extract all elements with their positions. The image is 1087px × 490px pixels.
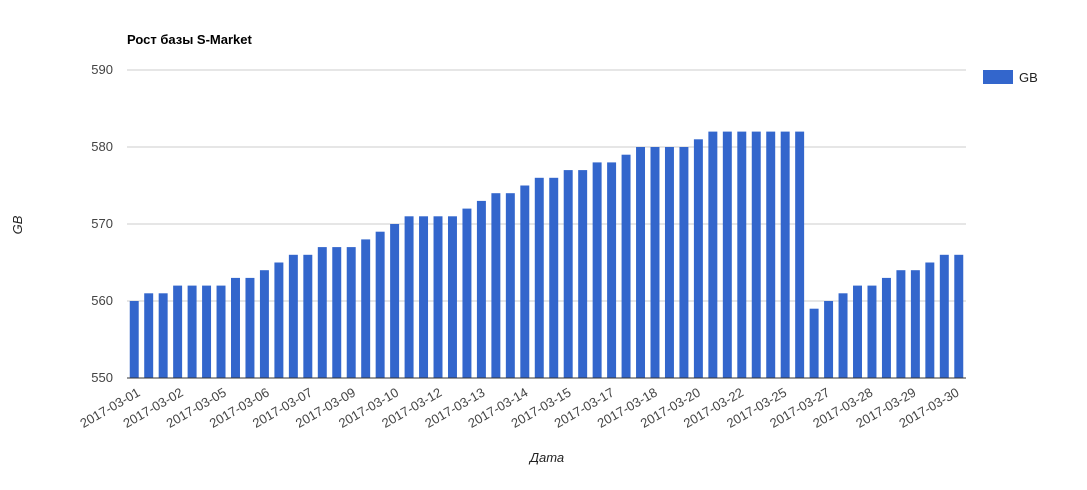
gridlines bbox=[127, 69, 966, 302]
bar[interactable] bbox=[231, 277, 240, 378]
legend[interactable]: GB bbox=[983, 70, 1038, 85]
bar[interactable] bbox=[766, 131, 776, 378]
bar[interactable] bbox=[303, 254, 313, 378]
bar[interactable] bbox=[910, 270, 920, 378]
bar[interactable] bbox=[491, 193, 501, 378]
chart-title: Рост базы S-Market bbox=[127, 32, 252, 47]
bar[interactable] bbox=[187, 285, 197, 378]
bar[interactable] bbox=[173, 285, 183, 378]
bar[interactable] bbox=[505, 193, 515, 378]
bars bbox=[129, 131, 964, 379]
bar[interactable] bbox=[462, 208, 472, 378]
bar[interactable] bbox=[216, 285, 226, 378]
bar[interactable] bbox=[375, 231, 385, 378]
y-axis-ticks: 550 560 570 580 590 bbox=[91, 62, 113, 385]
bar[interactable] bbox=[520, 185, 530, 379]
bar[interactable] bbox=[664, 147, 674, 378]
bar[interactable] bbox=[332, 247, 342, 378]
bar[interactable] bbox=[404, 216, 414, 378]
y-tick-label: 570 bbox=[91, 216, 113, 231]
bar[interactable] bbox=[534, 177, 544, 378]
bar[interactable] bbox=[158, 293, 168, 378]
bar[interactable] bbox=[346, 247, 356, 378]
bar[interactable] bbox=[592, 162, 602, 378]
bar[interactable] bbox=[853, 285, 862, 378]
bar[interactable] bbox=[390, 224, 400, 378]
bar[interactable] bbox=[838, 293, 848, 378]
bar[interactable] bbox=[361, 239, 371, 378]
bar[interactable] bbox=[650, 147, 660, 378]
bar[interactable] bbox=[693, 139, 703, 378]
y-tick-label: 590 bbox=[91, 62, 113, 77]
y-tick-label: 560 bbox=[91, 293, 113, 308]
bar[interactable] bbox=[144, 293, 154, 378]
bar[interactable] bbox=[751, 131, 761, 378]
bar[interactable] bbox=[867, 285, 877, 378]
bar[interactable] bbox=[824, 301, 834, 378]
bar[interactable] bbox=[245, 277, 255, 378]
legend-label: GB bbox=[1019, 70, 1038, 85]
bar[interactable] bbox=[780, 131, 790, 378]
bar[interactable] bbox=[259, 270, 269, 378]
bar[interactable] bbox=[795, 131, 805, 378]
bar[interactable] bbox=[722, 131, 732, 378]
bar[interactable] bbox=[129, 301, 139, 378]
bar[interactable] bbox=[433, 216, 443, 378]
bar[interactable] bbox=[563, 170, 573, 378]
bar[interactable] bbox=[202, 285, 212, 378]
bar[interactable] bbox=[419, 216, 429, 378]
y-axis-title: GB bbox=[10, 215, 25, 234]
x-axis-title: Дата bbox=[528, 450, 564, 465]
bar[interactable] bbox=[578, 170, 588, 378]
bar[interactable] bbox=[881, 277, 891, 378]
bar[interactable] bbox=[447, 216, 457, 378]
x-axis-ticks: 2017-03-012017-03-022017-03-052017-03-06… bbox=[77, 385, 961, 431]
bar[interactable] bbox=[607, 162, 617, 378]
bar[interactable] bbox=[636, 147, 646, 378]
bar[interactable] bbox=[621, 154, 631, 378]
bar[interactable] bbox=[549, 177, 559, 378]
bar[interactable] bbox=[954, 254, 964, 378]
y-tick-label: 580 bbox=[91, 139, 113, 154]
bar[interactable] bbox=[274, 262, 284, 379]
y-tick-label: 550 bbox=[91, 370, 113, 385]
bar[interactable] bbox=[939, 254, 949, 378]
bar[interactable] bbox=[476, 200, 486, 378]
bar[interactable] bbox=[925, 262, 935, 379]
bar[interactable] bbox=[288, 254, 298, 378]
legend-swatch bbox=[983, 70, 1013, 84]
bar[interactable] bbox=[708, 131, 718, 378]
bar[interactable] bbox=[679, 147, 689, 378]
bar[interactable] bbox=[896, 270, 906, 378]
bar[interactable] bbox=[809, 308, 819, 378]
bar[interactable] bbox=[737, 131, 747, 378]
bar[interactable] bbox=[317, 247, 327, 378]
